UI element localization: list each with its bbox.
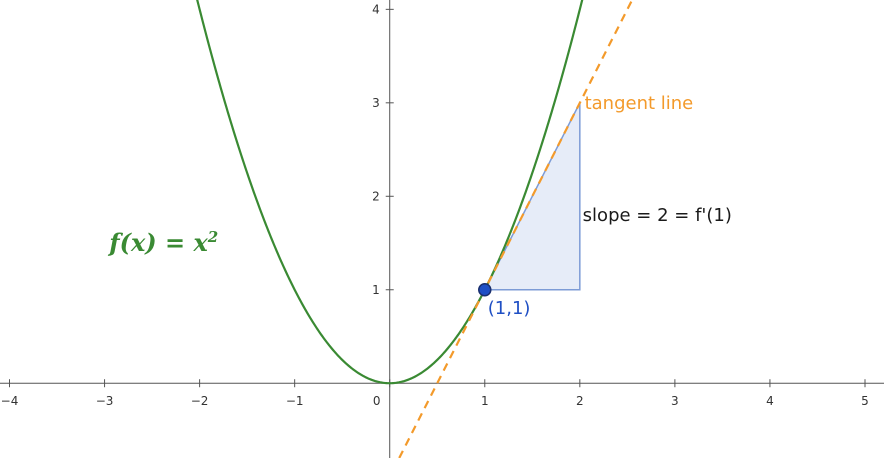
- function-label-base: f(x) = x: [107, 228, 208, 257]
- x-tick-label: −2: [191, 394, 209, 408]
- y-tick-label: 4: [372, 2, 380, 16]
- x-tick-label: −1: [286, 394, 304, 408]
- x-tick-label: 2: [576, 394, 584, 408]
- parabola-curve: [196, 0, 584, 385]
- x-tick-label: 3: [671, 394, 679, 408]
- x-tick-label: 4: [766, 394, 774, 408]
- function-label-exponent: 2: [207, 228, 218, 246]
- tangent-line: [398, 0, 634, 458]
- tangent-line-label: tangent line: [585, 93, 694, 114]
- y-tick-label: 1: [372, 283, 380, 297]
- y-tick-label: 2: [372, 189, 380, 203]
- x-tick-label: −4: [1, 394, 19, 408]
- y-tick-label: 3: [372, 96, 380, 110]
- slope-triangle: [483, 102, 581, 291]
- point-marker[interactable]: [478, 283, 492, 297]
- point-label: (1,1): [488, 298, 531, 319]
- slope-label: slope = 2 = f'(1): [583, 205, 732, 226]
- x-tick-label: 5: [861, 394, 869, 408]
- tick-labels: −4 −3 −2 −1 0 1 2 3 4 5 1 2 3 4: [1, 2, 869, 408]
- function-label: f(x) = x2: [107, 228, 218, 257]
- x-tick-label: 0: [373, 394, 381, 408]
- x-tick-label: 1: [481, 394, 489, 408]
- x-tick-label: −3: [96, 394, 114, 408]
